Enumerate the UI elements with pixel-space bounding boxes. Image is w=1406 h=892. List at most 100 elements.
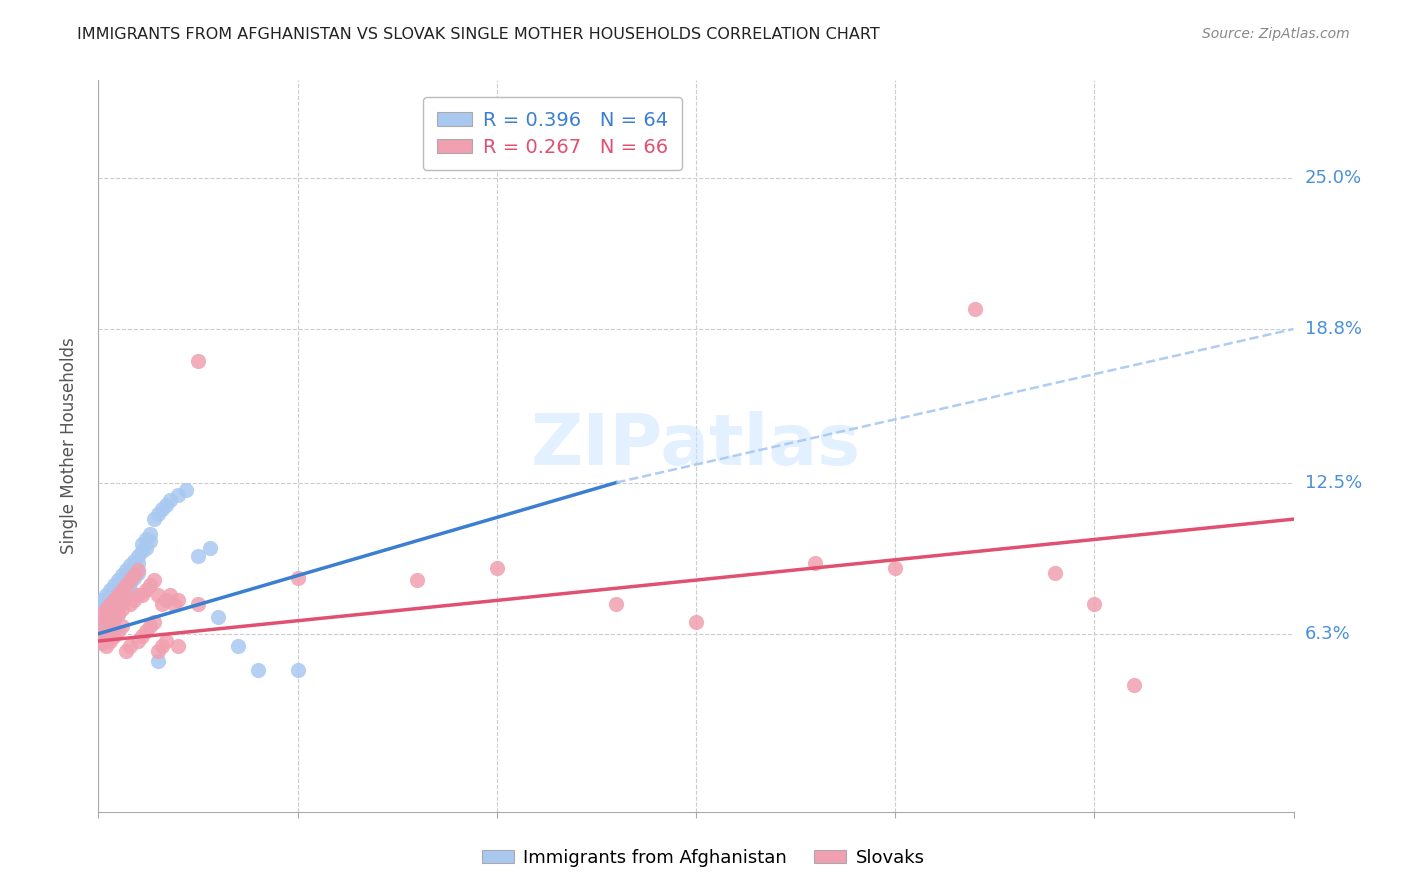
Point — [287, 571, 309, 585]
Point — [91, 592, 114, 607]
Point — [98, 617, 122, 632]
Point — [159, 588, 181, 602]
Point — [174, 483, 197, 497]
Point — [124, 571, 146, 585]
Point — [120, 598, 142, 612]
Text: 18.8%: 18.8% — [1305, 320, 1361, 338]
Point — [103, 612, 125, 626]
Point — [131, 536, 153, 550]
Point — [103, 629, 125, 643]
Point — [124, 561, 146, 575]
Point — [127, 634, 149, 648]
Point — [287, 663, 309, 677]
Point — [103, 612, 125, 626]
Point — [139, 578, 162, 592]
Point — [107, 582, 129, 597]
Point — [150, 502, 173, 516]
Point — [124, 592, 146, 607]
Point — [155, 634, 177, 648]
Point — [148, 644, 170, 658]
Point — [107, 624, 129, 639]
Point — [120, 639, 142, 653]
Point — [96, 605, 118, 619]
Point — [127, 563, 149, 577]
Point — [107, 607, 129, 622]
Point — [103, 592, 125, 607]
Point — [115, 644, 138, 658]
Point — [98, 607, 122, 622]
Point — [135, 541, 157, 556]
Point — [1123, 678, 1146, 692]
Point — [103, 588, 125, 602]
Point — [131, 588, 153, 602]
Point — [143, 512, 166, 526]
Point — [111, 585, 134, 599]
Point — [155, 498, 177, 512]
Point — [135, 624, 157, 639]
Point — [98, 634, 122, 648]
Point — [163, 598, 186, 612]
Text: ZIPatlas: ZIPatlas — [531, 411, 860, 481]
Point — [98, 598, 122, 612]
Point — [91, 612, 114, 626]
Point — [91, 626, 114, 640]
Point — [103, 602, 125, 616]
Point — [1043, 566, 1066, 580]
Legend: Immigrants from Afghanistan, Slovaks: Immigrants from Afghanistan, Slovaks — [474, 842, 932, 874]
Point — [107, 590, 129, 604]
Point — [148, 588, 170, 602]
Point — [115, 581, 138, 595]
Point — [884, 561, 907, 575]
Point — [187, 549, 209, 563]
Point — [120, 575, 142, 590]
Point — [96, 612, 118, 626]
Point — [143, 615, 166, 629]
Point — [1083, 598, 1105, 612]
Point — [111, 592, 134, 607]
Point — [148, 654, 170, 668]
Text: IMMIGRANTS FROM AFGHANISTAN VS SLOVAK SINGLE MOTHER HOUSEHOLDS CORRELATION CHART: IMMIGRANTS FROM AFGHANISTAN VS SLOVAK SI… — [77, 27, 880, 42]
Point — [111, 578, 134, 592]
Point — [107, 588, 129, 602]
Point — [131, 629, 153, 643]
Point — [96, 639, 118, 653]
Point — [131, 544, 153, 558]
Point — [115, 571, 138, 585]
Point — [96, 602, 118, 616]
Point — [107, 607, 129, 622]
Point — [127, 556, 149, 570]
Point — [127, 566, 149, 580]
Point — [98, 617, 122, 632]
Text: 25.0%: 25.0% — [1305, 169, 1362, 186]
Point — [96, 622, 118, 636]
Point — [804, 556, 827, 570]
Point — [207, 609, 229, 624]
Point — [150, 598, 173, 612]
Point — [98, 599, 122, 614]
Text: Source: ZipAtlas.com: Source: ZipAtlas.com — [1202, 27, 1350, 41]
Y-axis label: Single Mother Households: Single Mother Households — [59, 338, 77, 554]
Point — [120, 558, 142, 573]
Point — [103, 595, 125, 609]
Point — [605, 598, 627, 612]
Point — [107, 598, 129, 612]
Point — [198, 541, 221, 556]
Point — [963, 302, 986, 317]
Text: 6.3%: 6.3% — [1305, 624, 1350, 643]
Point — [96, 598, 118, 612]
Point — [115, 588, 138, 602]
Point — [120, 566, 142, 580]
Point — [96, 588, 118, 602]
Point — [143, 573, 166, 587]
Point — [91, 636, 114, 650]
Point — [98, 626, 122, 640]
Point — [124, 553, 146, 567]
Point — [115, 563, 138, 577]
Point — [135, 582, 157, 597]
Point — [167, 639, 190, 653]
Point — [187, 353, 209, 368]
Point — [120, 582, 142, 597]
Point — [111, 568, 134, 582]
Point — [155, 592, 177, 607]
Point — [139, 534, 162, 549]
